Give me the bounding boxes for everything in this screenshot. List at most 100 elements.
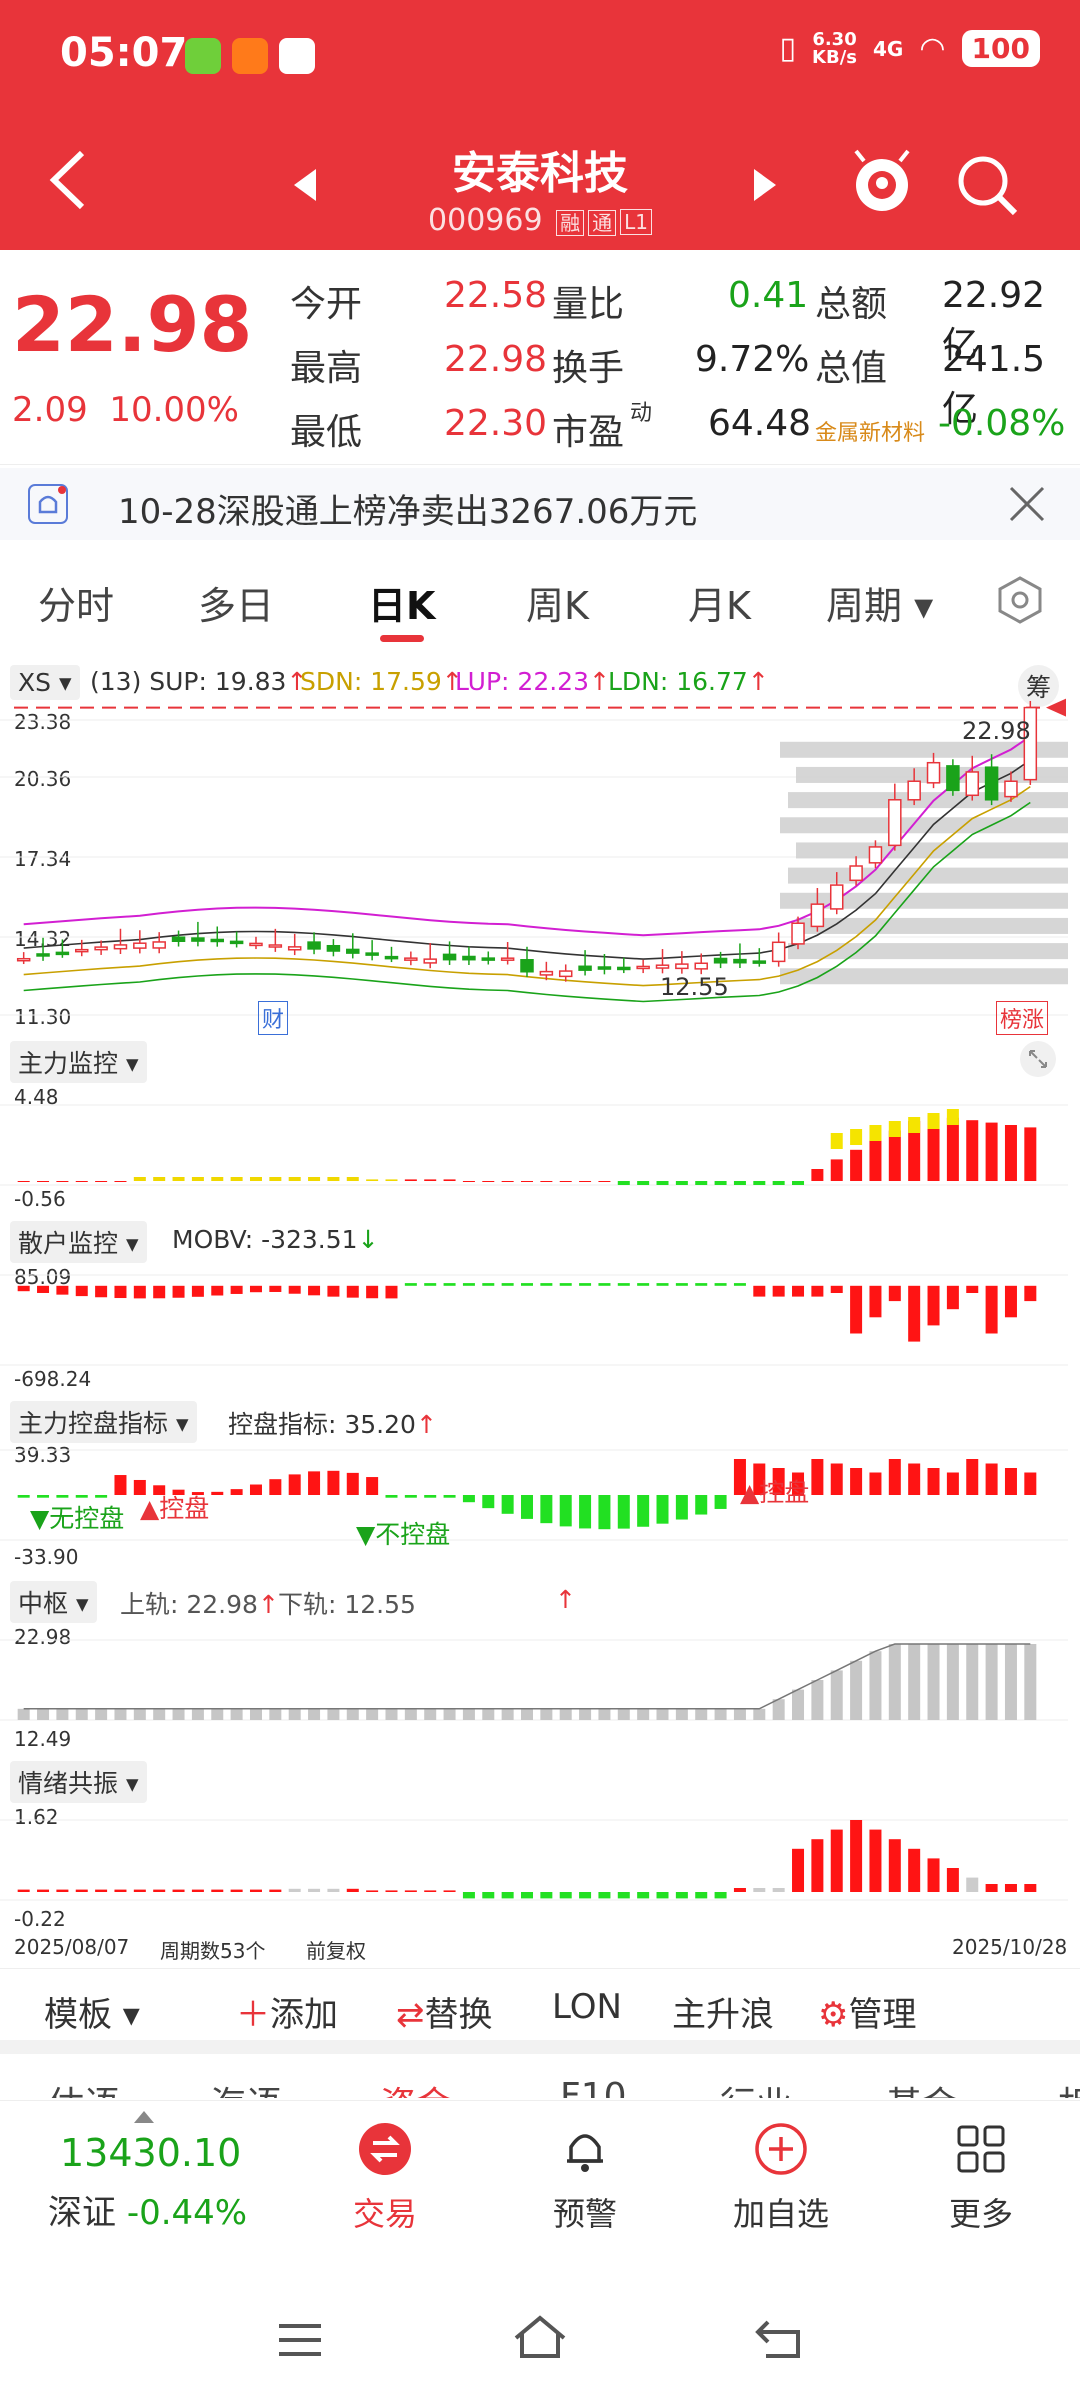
indicator-bar	[404, 1495, 417, 1498]
expand-up-icon[interactable]	[132, 2109, 156, 2125]
candle-body	[133, 942, 147, 949]
indicator-bar	[153, 1285, 166, 1299]
indicator-bar	[95, 1889, 108, 1892]
period-tabs: 分时 多日 日K 周K 月K 周期 ▾	[0, 555, 1080, 645]
status-icons: ▯ 6.30 KB/s 4G ◠ 100	[780, 30, 1040, 67]
candle-body	[481, 957, 496, 961]
y-label: 22.98	[14, 1625, 72, 1649]
settings-hexagon-icon[interactable]	[995, 575, 1045, 625]
indicator-bar	[443, 1179, 456, 1181]
nav-add-watchlist[interactable]: 加自选	[706, 2121, 856, 2235]
tab-multiday[interactable]: 多日	[198, 584, 275, 628]
indicator-bar	[966, 1644, 979, 1720]
indicator-bar	[308, 1888, 321, 1892]
zhuli-panel[interactable]: 主力监控 ▾ 4.48 -0.56	[0, 1035, 1080, 1215]
zhongshu-panel[interactable]: 中枢 ▾ 上轨: 22.98↑ 下轨: 12.55 ↑ 22.98 12.49	[0, 1575, 1080, 1755]
tab-intraday[interactable]: 分时	[38, 584, 115, 628]
tab-daily-k[interactable]: 日K	[368, 584, 436, 628]
candle-body	[326, 944, 341, 952]
manage-button[interactable]: ⚙管理	[818, 1995, 917, 2035]
rank-tag[interactable]: 榜涨	[996, 1001, 1049, 1035]
indicator-bar	[559, 1892, 572, 1899]
period-count: 周期数53个	[160, 1939, 266, 1963]
add-button[interactable]: ＋添加	[236, 1995, 338, 2035]
back-nav-icon[interactable]	[752, 2316, 808, 2362]
template-button[interactable]: 模板 ▾	[44, 1995, 140, 2035]
kline-panel[interactable]: XS ▾ (13) SUP: 19.83↑ SDN: 17.59↑ LUP: 2…	[0, 655, 1080, 1035]
index-value[interactable]: 13430.10	[60, 2131, 242, 2175]
candle-body	[16, 957, 31, 962]
kongpan-panel[interactable]: 主力控盘指标 ▾ 控盘指标: 35.20↑ 39.33 -33.90 ▼无控盘 …	[0, 1395, 1080, 1575]
bell-icon	[28, 484, 68, 524]
indicator-bar	[211, 1177, 224, 1181]
indicator-bar	[714, 1181, 727, 1185]
ldn-line	[23, 801, 1031, 1003]
indicator-bar	[327, 1708, 340, 1720]
indicator-bar	[114, 1889, 127, 1892]
indicator-bar	[462, 1892, 475, 1899]
indicator-bar	[385, 1890, 398, 1892]
replace-button[interactable]: ⇄替换	[396, 1995, 493, 2035]
chip-button[interactable]: 筹	[1018, 665, 1060, 707]
indicator-bar	[985, 1884, 998, 1892]
indicator-bar	[327, 1285, 340, 1297]
indicator-bar	[95, 1285, 108, 1298]
qingxu-panel[interactable]: 情绪共振 ▾ 1.62 -0.22 2025/08/07 周期数53个 前复权 …	[0, 1755, 1080, 1970]
tab-period[interactable]: 周期 ▾	[826, 584, 934, 628]
tab-monthly-k[interactable]: 月K	[688, 584, 751, 628]
nav-trade[interactable]: 交易	[310, 2121, 460, 2235]
indicator-selector[interactable]: 主力监控 ▾	[10, 1041, 147, 1083]
close-icon[interactable]	[1005, 482, 1049, 526]
index-name[interactable]: 深证 -0.44%	[48, 2193, 248, 2233]
mobv-value: MOBV: -323.51↓	[172, 1225, 379, 1254]
end-date: 2025/10/28	[952, 1935, 1068, 1959]
indicator-bar	[792, 1848, 805, 1892]
indicator-selector[interactable]: 中枢 ▾	[10, 1581, 97, 1623]
indicator-selector[interactable]: 散户监控 ▾	[10, 1221, 147, 1263]
tab-weekly-k[interactable]: 周K	[526, 584, 589, 628]
mascot-icon[interactable]	[850, 147, 914, 217]
indicator-bar	[211, 1491, 224, 1495]
indicator-bar	[695, 1708, 708, 1720]
indicator-bar	[269, 1708, 282, 1720]
indicator-bar	[946, 1117, 959, 1181]
kongpan-value: 控盘指标: 35.20↑	[228, 1410, 437, 1439]
indicator-bar	[733, 1181, 746, 1185]
kline-chart[interactable]	[0, 655, 1080, 1035]
indicator-bar	[269, 1285, 282, 1292]
nav-more[interactable]: 更多	[906, 2121, 1056, 2235]
indicator-selector[interactable]: XS ▾	[10, 665, 80, 700]
home-icon[interactable]	[510, 2312, 570, 2362]
indicator-bar	[17, 1889, 30, 1892]
finance-tag[interactable]: 财	[258, 1001, 289, 1035]
indicator-bar	[637, 1495, 650, 1527]
net-speed: 6.30 KB/s	[812, 28, 858, 68]
next-stock-icon[interactable]	[750, 165, 780, 205]
indicator-sup: (13) SUP: 19.83↑	[90, 667, 308, 696]
menu-icon[interactable]	[275, 2320, 325, 2360]
expand-icon[interactable]	[1018, 1039, 1058, 1079]
lon-button[interactable]: LON	[552, 1987, 622, 2027]
last-price: 22.98	[12, 280, 253, 369]
indicator-bar	[888, 1285, 901, 1302]
prev-stock-icon[interactable]	[290, 165, 320, 205]
adjust-mode[interactable]: 前复权	[306, 1939, 366, 1963]
sanhu-panel[interactable]: 散户监控 ▾ MOBV: -323.51↓ 85.09 -698.24	[0, 1215, 1080, 1395]
indicator-bar	[501, 1181, 514, 1182]
indicator-selector[interactable]: 情绪共振 ▾	[10, 1761, 147, 1803]
search-icon[interactable]	[955, 153, 1021, 219]
notice-bar[interactable]: 10-28深股通上榜净卖出3267.06万元	[0, 468, 1080, 540]
candle-body	[539, 970, 554, 976]
indicator-bar	[966, 1285, 979, 1293]
back-icon[interactable]	[40, 145, 100, 215]
indicator-bar	[153, 1177, 166, 1181]
indicator-bar	[695, 1181, 708, 1185]
indicator-selector[interactable]: 主力控盘指标 ▾	[10, 1401, 197, 1443]
indicator-bar	[772, 1468, 785, 1495]
indicator-bar-cap	[888, 1121, 901, 1137]
nav-alert[interactable]: 预警	[510, 2121, 660, 2235]
main-wave-button[interactable]: 主升浪	[672, 1995, 774, 2035]
indicator-bar	[869, 1472, 882, 1495]
indicator-bar	[37, 1181, 50, 1182]
indicator-bar	[908, 1285, 921, 1342]
